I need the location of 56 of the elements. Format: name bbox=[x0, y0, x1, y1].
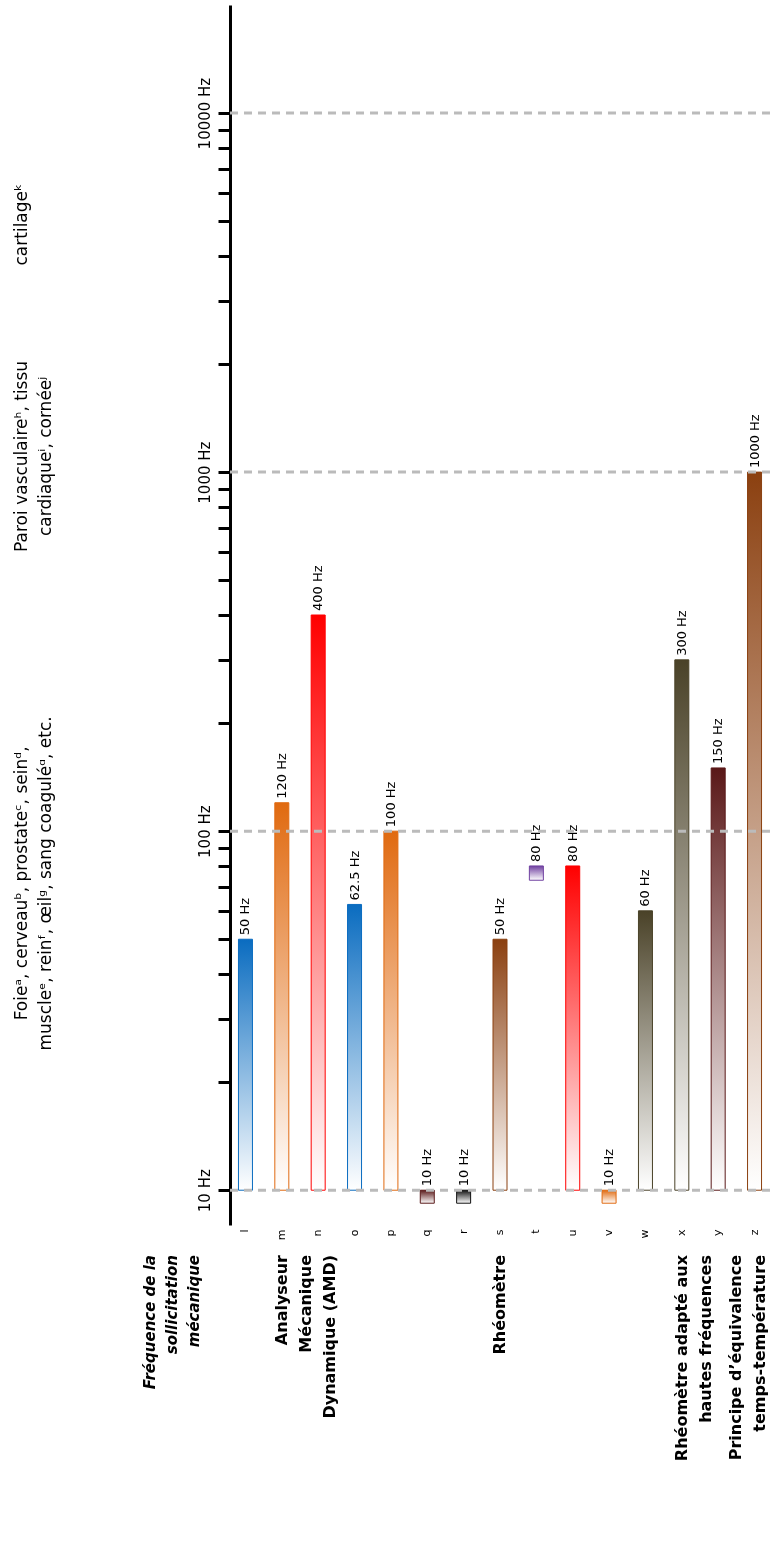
text: Analyseur Mécanique Dynamique (AMD) bbox=[271, 1254, 339, 1419]
x-tick-label: x bbox=[674, 1229, 688, 1237]
bar bbox=[528, 865, 544, 881]
data-label: 10 Hz bbox=[419, 1148, 435, 1187]
bar bbox=[456, 1189, 472, 1204]
bar bbox=[710, 767, 726, 1191]
data-label: 10 Hz bbox=[601, 1148, 617, 1187]
y-tick-label: 10000 Hz bbox=[195, 77, 214, 150]
data-label: 120 Hz bbox=[273, 753, 289, 799]
data-label: 400 Hz bbox=[310, 565, 326, 611]
bar bbox=[637, 910, 653, 1191]
x-tick-label: w bbox=[638, 1229, 652, 1239]
y-axis-title: Fréquence de la sollicitation mécanique bbox=[141, 1255, 203, 1390]
x-tick-label: n bbox=[311, 1229, 325, 1237]
data-label: 80 Hz bbox=[528, 824, 544, 862]
data-label: 300 Hz bbox=[673, 610, 689, 656]
bar bbox=[383, 830, 399, 1191]
y-tick-label: 100 Hz bbox=[195, 805, 214, 858]
x-tick-label: s bbox=[493, 1229, 506, 1236]
bar bbox=[237, 938, 253, 1191]
bar bbox=[310, 614, 326, 1191]
y-tick-label: 10 Hz bbox=[195, 1169, 214, 1213]
text: Paroi vasculaireʰ, tissu cardiaqueⁱ, cornéeʲ bbox=[11, 360, 55, 552]
bar bbox=[274, 802, 290, 1191]
data-label: 50 Hz bbox=[237, 897, 253, 936]
bar bbox=[747, 471, 763, 1191]
x-tick-label: q bbox=[420, 1229, 434, 1237]
text: Foieᵃ, cerveauᵇ, prostateᶜ, seinᵈ, muscleᵉ, reinᶠ, œilᵍ, sang coaguléᵅ, etc. bbox=[11, 716, 55, 1051]
y-tick-label: 1000 Hz bbox=[195, 441, 214, 504]
x-tick-label: o bbox=[347, 1229, 361, 1237]
text: Rhéomètre adapté aux hautes fréquences bbox=[671, 1254, 715, 1462]
x-tick-label: y bbox=[711, 1229, 725, 1237]
data-label: 80 Hz bbox=[564, 824, 580, 862]
data-label: 1000 Hz bbox=[746, 414, 762, 469]
x-tick-label: r bbox=[456, 1229, 470, 1235]
bar bbox=[492, 938, 508, 1191]
x-tick-label: v bbox=[602, 1229, 616, 1237]
text: Rhéomètre bbox=[490, 1254, 509, 1355]
data-label: 60 Hz bbox=[637, 869, 653, 907]
bar bbox=[601, 1189, 617, 1204]
bar bbox=[419, 1189, 435, 1204]
data-label: 10 Hz bbox=[455, 1148, 471, 1187]
data-label: 100 Hz bbox=[382, 781, 398, 828]
bar bbox=[674, 659, 690, 1191]
bar bbox=[347, 903, 363, 1191]
data-label: 150 Hz bbox=[710, 718, 726, 764]
data-label: 50 Hz bbox=[492, 897, 507, 936]
x-tick-label: l bbox=[238, 1229, 252, 1233]
x-tick-label: p bbox=[383, 1229, 397, 1237]
x-tick-label: m bbox=[274, 1229, 288, 1241]
x-tick-label: z bbox=[747, 1229, 761, 1236]
text: cartilageᵏ bbox=[11, 183, 31, 266]
x-tick-label: u bbox=[565, 1229, 579, 1237]
data-label: 62.5 Hz bbox=[346, 850, 362, 901]
x-tick-label: t bbox=[529, 1228, 543, 1234]
bar bbox=[565, 865, 581, 1191]
